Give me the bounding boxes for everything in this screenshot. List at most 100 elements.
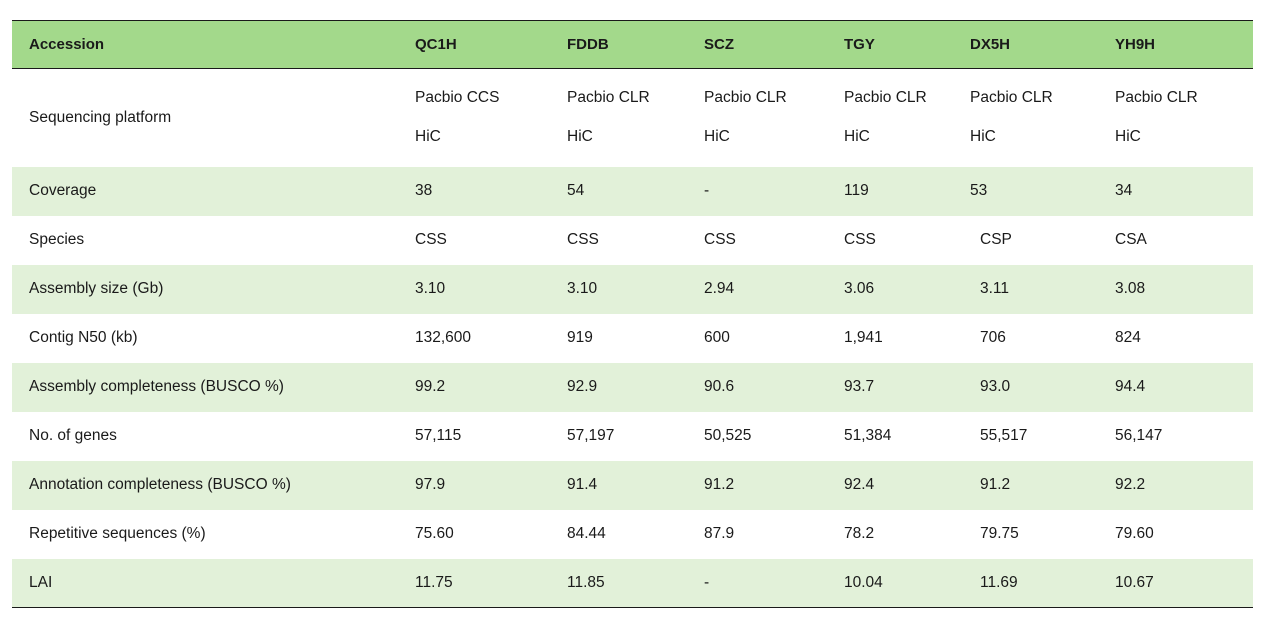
table-cell: 94.4: [1115, 378, 1146, 395]
table-cell: 55,517: [980, 427, 1028, 444]
table-cell: 97.9: [415, 476, 446, 493]
table-row-sequencing-platform: Sequencing platform Pacbio CCS HiC Pacbio…: [12, 69, 1253, 167]
table-cell: 11.75: [415, 558, 567, 608]
table-cell: 10.67: [1115, 558, 1253, 608]
table-cell: 57,115: [415, 427, 462, 444]
table-cell: 3.10: [415, 280, 446, 297]
platform-type: Pacbio CLR: [970, 89, 1053, 107]
table-cell: CSS: [704, 231, 736, 248]
platform-cell: Pacbio CLR HiC: [844, 69, 970, 167]
table-cell: 75.60: [415, 525, 454, 542]
table-cell: 11.85: [567, 558, 704, 608]
header-cell-dx5h: DX5H: [970, 20, 1115, 69]
table-cell: 90.6: [704, 378, 735, 395]
table-cell: 78.2: [844, 525, 875, 542]
row-label: Repetitive sequences (%): [29, 525, 206, 542]
table-row-annotation-completeness: Annotation completeness (BUSCO %) 97.9 9…: [12, 460, 1253, 510]
row-label: Contig N50 (kb): [29, 329, 138, 346]
table-cell: -: [704, 558, 844, 608]
header-cell-accession: Accession: [12, 20, 415, 69]
row-label: Species: [29, 231, 85, 248]
row-label: No. of genes: [29, 427, 117, 444]
table-header: Accession QC1H FDDB SCZ TGY DX5H YH9H: [12, 20, 1253, 69]
table-cell: 93.7: [844, 378, 875, 395]
row-label: Annotation completeness (BUSCO %): [29, 476, 291, 493]
table-cell: CSP: [980, 231, 1012, 248]
platform-extra: HiC: [704, 128, 730, 146]
table-cell: 93.0: [980, 378, 1011, 395]
table-cell: 132,600: [415, 329, 472, 346]
table-cell: CSS: [567, 231, 599, 248]
platform-cell: Pacbio CLR HiC: [1115, 69, 1253, 167]
table-row-assembly-size: Assembly size (Gb) 3.10 3.10 2.94 3.06 3…: [12, 264, 1253, 314]
table-cell: 3.10: [567, 280, 598, 297]
platform-type: Pacbio CLR: [844, 89, 927, 107]
table-row-assembly-completeness: Assembly completeness (BUSCO %) 99.2 92.…: [12, 362, 1253, 412]
platform-type: Pacbio CLR: [567, 89, 650, 107]
table-cell: 92.4: [844, 476, 875, 493]
table-cell: 79.75: [980, 525, 1019, 542]
table-row-species: Species CSS CSS CSS CSS CSP CSA: [12, 216, 1253, 265]
table-body: Sequencing platform Pacbio CCS HiC Pacbio…: [12, 69, 1253, 608]
table-cell: 91.4: [567, 476, 598, 493]
row-label: LAI: [12, 558, 415, 608]
platform-extra: HiC: [1115, 128, 1141, 146]
table-cell: 91.2: [704, 476, 735, 493]
table-cell: 706: [980, 329, 1006, 346]
table-cell: CSA: [1115, 231, 1147, 248]
row-label: Assembly completeness (BUSCO %): [29, 378, 284, 395]
header-cell-qc1h: QC1H: [415, 20, 567, 69]
table-cell: 92.2: [1115, 476, 1146, 493]
table-cell: 92.9: [567, 378, 598, 395]
table-cell: 3.11: [980, 280, 1010, 297]
table-cell: 57,197: [567, 427, 615, 444]
table-row-contig-n50: Contig N50 (kb) 132,600 919 600 1,941 70…: [12, 314, 1253, 363]
table-cell: 79.60: [1115, 525, 1154, 542]
table-cell: 1,941: [844, 329, 883, 346]
table-cell: 54: [567, 182, 585, 199]
table-cell: 2.94: [704, 280, 735, 297]
table-cell: 51,384: [844, 427, 892, 444]
table-cell: 10.04: [844, 558, 970, 608]
platform-extra: HiC: [415, 128, 441, 146]
table-cell: 53: [970, 182, 988, 199]
table-cell: 119: [844, 182, 869, 199]
table-cell: 919: [567, 329, 593, 346]
platform-type: Pacbio CLR: [704, 89, 787, 107]
genome-assembly-table: Accession QC1H FDDB SCZ TGY DX5H YH9H Se…: [12, 20, 1253, 608]
table-cell: CSS: [415, 231, 447, 248]
table-cell: 11.69: [970, 558, 1115, 608]
table-row-number-of-genes: No. of genes 57,115 57,197 50,525 51,384…: [12, 412, 1253, 461]
table-cell: CSS: [844, 231, 876, 248]
platform-cell: Pacbio CLR HiC: [567, 69, 704, 167]
platform-cell: Pacbio CLR HiC: [704, 69, 844, 167]
table-cell: 3.06: [844, 280, 875, 297]
table-row-repetitive-sequences: Repetitive sequences (%) 75.60 84.44 87.…: [12, 510, 1253, 559]
table-cell: 56,147: [1115, 427, 1163, 444]
header-cell-fddb: FDDB: [567, 20, 704, 69]
row-label: Sequencing platform: [29, 108, 172, 126]
row-label: Coverage: [29, 182, 97, 199]
table-row-coverage: Coverage 38 54 - 119 53 34: [12, 166, 1253, 216]
header-row: Accession QC1H FDDB SCZ TGY DX5H YH9H: [12, 20, 1253, 69]
row-label: Assembly size (Gb): [29, 280, 164, 297]
table-row-lai: LAI 11.75 11.85 - 10.04 11.69 10.67: [12, 558, 1253, 608]
platform-type: Pacbio CLR: [1115, 89, 1198, 107]
platform-extra: HiC: [844, 128, 870, 146]
genome-assembly-table-container: Accession QC1H FDDB SCZ TGY DX5H YH9H Se…: [12, 20, 1253, 608]
table-cell: 87.9: [704, 525, 735, 542]
table-cell: 3.08: [1115, 280, 1146, 297]
table-cell: 50,525: [704, 427, 752, 444]
table-cell: 824: [1115, 329, 1141, 346]
platform-extra: HiC: [970, 128, 996, 146]
table-cell: 38: [415, 182, 433, 199]
platform-extra: HiC: [567, 128, 593, 146]
header-cell-yh9h: YH9H: [1115, 20, 1253, 69]
platform-type: Pacbio CCS: [415, 89, 500, 107]
table-cell: -: [704, 182, 710, 199]
platform-cell: Pacbio CLR HiC: [970, 69, 1115, 167]
header-cell-scz: SCZ: [704, 20, 844, 69]
table-cell: 91.2: [980, 476, 1011, 493]
table-cell: 99.2: [415, 378, 446, 395]
table-cell: 600: [704, 329, 730, 346]
